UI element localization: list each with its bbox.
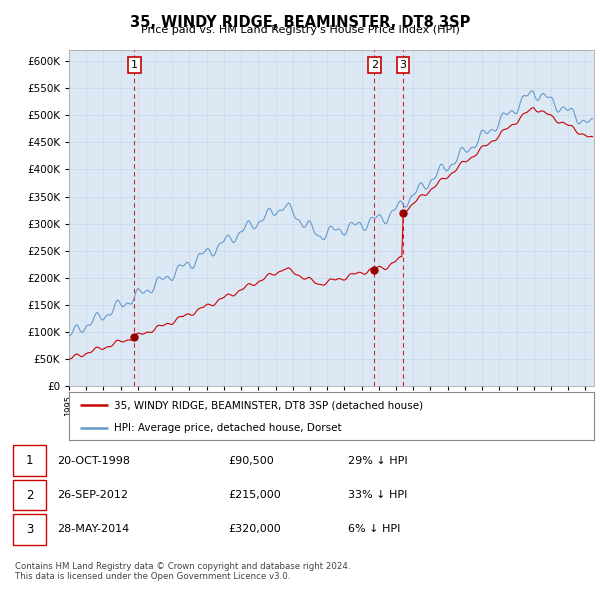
Text: 1: 1 bbox=[26, 454, 33, 467]
Text: Price paid vs. HM Land Registry's House Price Index (HPI): Price paid vs. HM Land Registry's House … bbox=[140, 25, 460, 35]
Text: £320,000: £320,000 bbox=[228, 525, 281, 534]
Text: 28-MAY-2014: 28-MAY-2014 bbox=[57, 525, 129, 534]
Text: 2: 2 bbox=[26, 489, 33, 502]
Text: £90,500: £90,500 bbox=[228, 456, 274, 466]
Text: 26-SEP-2012: 26-SEP-2012 bbox=[57, 490, 128, 500]
Text: 35, WINDY RIDGE, BEAMINSTER, DT8 3SP: 35, WINDY RIDGE, BEAMINSTER, DT8 3SP bbox=[130, 15, 470, 30]
Text: 35, WINDY RIDGE, BEAMINSTER, DT8 3SP (detached house): 35, WINDY RIDGE, BEAMINSTER, DT8 3SP (de… bbox=[113, 400, 423, 410]
Text: £215,000: £215,000 bbox=[228, 490, 281, 500]
Text: Contains HM Land Registry data © Crown copyright and database right 2024.
This d: Contains HM Land Registry data © Crown c… bbox=[15, 562, 350, 581]
Text: 2: 2 bbox=[371, 60, 378, 70]
Text: 3: 3 bbox=[26, 523, 33, 536]
Text: 33% ↓ HPI: 33% ↓ HPI bbox=[348, 490, 407, 500]
Text: 1: 1 bbox=[131, 60, 138, 70]
Text: HPI: Average price, detached house, Dorset: HPI: Average price, detached house, Dors… bbox=[113, 423, 341, 432]
Text: 3: 3 bbox=[400, 60, 407, 70]
Text: 29% ↓ HPI: 29% ↓ HPI bbox=[348, 456, 407, 466]
Text: 6% ↓ HPI: 6% ↓ HPI bbox=[348, 525, 400, 534]
Text: 20-OCT-1998: 20-OCT-1998 bbox=[57, 456, 130, 466]
